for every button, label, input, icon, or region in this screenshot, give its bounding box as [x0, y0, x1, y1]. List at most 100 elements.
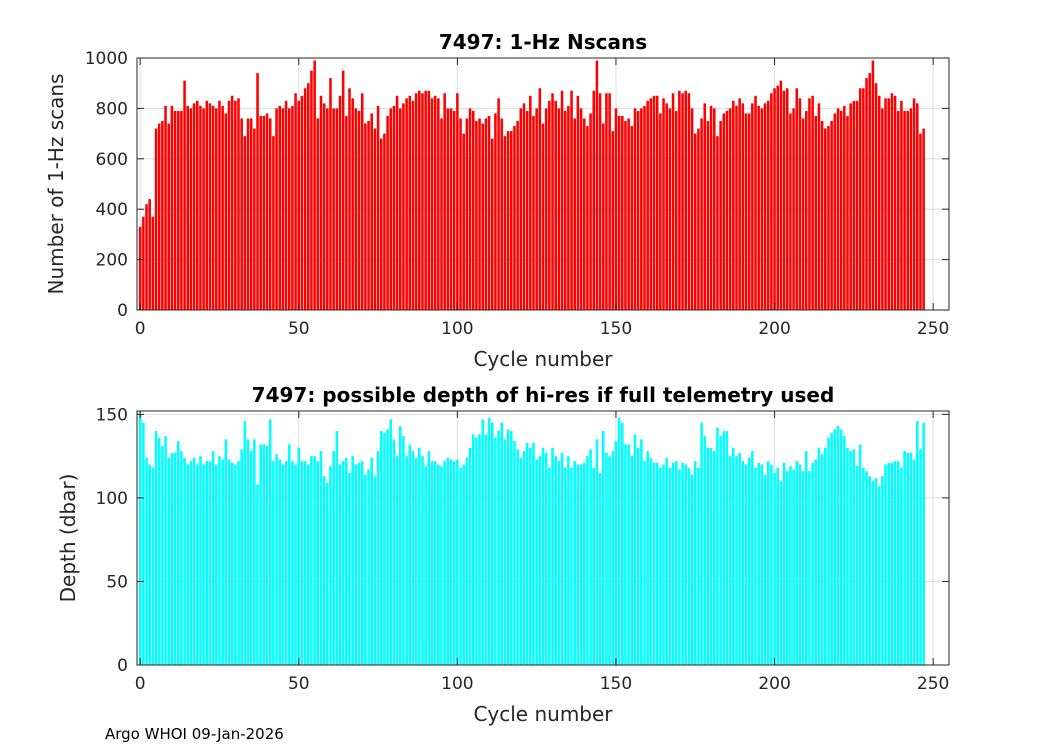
bar	[291, 105, 294, 310]
x-tick-label: 0	[135, 319, 146, 339]
y-tick-label: 400	[96, 200, 128, 220]
bar	[227, 459, 231, 665]
bar	[443, 461, 446, 665]
bar	[881, 476, 884, 665]
bar	[630, 126, 634, 310]
bar	[617, 115, 621, 311]
bar	[586, 126, 589, 310]
bar	[430, 98, 434, 310]
bar	[142, 216, 145, 310]
bar	[218, 100, 221, 310]
bar	[376, 451, 380, 665]
bar	[785, 471, 789, 665]
bar	[633, 108, 637, 311]
bar	[291, 461, 294, 665]
bar	[180, 451, 183, 665]
bar	[389, 419, 393, 665]
bar	[741, 103, 745, 310]
bar	[716, 136, 719, 310]
bar	[354, 108, 358, 311]
bar	[567, 105, 570, 310]
y-axis-label: Depth (dbar)	[56, 474, 80, 603]
bar	[145, 204, 148, 310]
bar	[751, 103, 754, 310]
bar	[589, 113, 592, 310]
bar	[605, 452, 608, 665]
bar	[284, 461, 288, 665]
plot-border	[136, 410, 950, 666]
bar	[345, 115, 348, 311]
bar	[903, 451, 906, 665]
bar	[703, 436, 707, 665]
bar	[693, 461, 697, 665]
bar	[532, 442, 535, 665]
bar	[259, 115, 262, 311]
bar	[544, 452, 548, 665]
bar	[183, 80, 186, 311]
bar	[922, 128, 925, 310]
bar	[386, 429, 389, 665]
y-tick-label: 600	[96, 150, 128, 170]
bar	[690, 474, 694, 665]
bar	[579, 464, 583, 665]
bar	[424, 466, 427, 665]
bar	[202, 464, 205, 665]
bar	[249, 118, 253, 310]
bar	[858, 88, 862, 311]
bar	[494, 437, 497, 665]
bar	[462, 133, 465, 310]
bar	[215, 108, 218, 311]
bar	[570, 467, 573, 665]
bar	[595, 439, 599, 665]
bar	[151, 467, 155, 665]
bar	[189, 108, 193, 311]
bar	[621, 422, 624, 665]
bar	[148, 464, 151, 665]
bar	[278, 459, 282, 665]
bar	[440, 118, 443, 310]
bar	[687, 467, 691, 665]
bar	[430, 461, 434, 665]
bar	[275, 108, 278, 311]
bar	[646, 100, 649, 310]
bar	[909, 108, 913, 311]
bar	[376, 105, 380, 310]
bar	[843, 436, 846, 665]
bar	[760, 108, 764, 311]
bar	[529, 95, 532, 310]
bar	[567, 456, 570, 665]
bar	[180, 110, 183, 310]
chart-depth: 0 50 100 150 200 250 0 50 100 150 7497: possible …	[56, 383, 950, 726]
bar	[195, 100, 199, 310]
bar	[836, 426, 840, 665]
bar	[744, 464, 748, 665]
bar	[652, 462, 656, 665]
bar	[544, 108, 548, 311]
bar	[471, 434, 475, 665]
bar	[779, 80, 783, 311]
bar	[563, 110, 567, 310]
bar	[373, 476, 377, 665]
bar	[199, 105, 202, 310]
bar	[582, 462, 586, 665]
bar	[186, 105, 190, 310]
bar	[313, 456, 316, 665]
bar	[706, 447, 710, 665]
bar	[215, 464, 218, 665]
bar	[687, 93, 691, 310]
bar	[519, 457, 523, 665]
bar	[446, 108, 450, 311]
bar	[272, 461, 275, 665]
bar	[881, 108, 884, 311]
bar	[770, 464, 773, 665]
bar	[456, 93, 459, 310]
chart-title: 7497: possible depth of hi-res if full t…	[252, 383, 835, 407]
bar	[487, 115, 491, 311]
bar	[256, 484, 259, 665]
bar	[535, 108, 538, 311]
bar	[579, 108, 583, 311]
bar	[681, 462, 684, 665]
bar	[300, 461, 304, 665]
bar	[151, 216, 155, 310]
